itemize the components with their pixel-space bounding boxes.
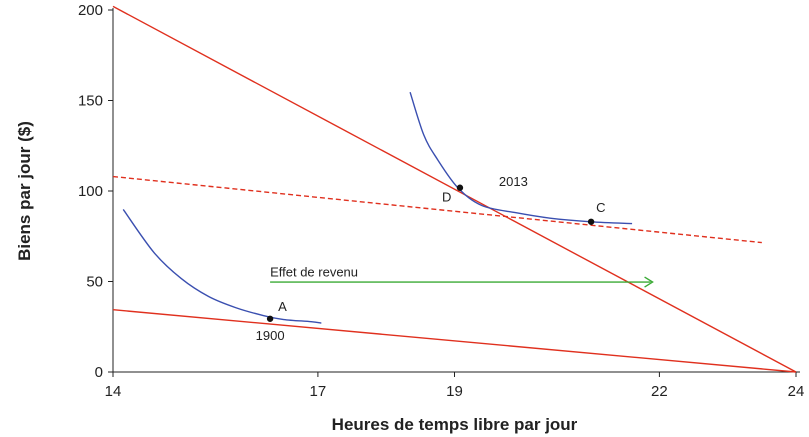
x-tick-label: 14 <box>105 383 122 400</box>
budget-line-3 <box>112 175 762 244</box>
budget-line-1 <box>112 309 797 373</box>
y-tick-label: 0 <box>95 364 103 381</box>
point-d <box>456 184 464 191</box>
point-label-c: C <box>596 200 605 215</box>
point-label-d: D <box>442 190 451 205</box>
y-tick-label: 150 <box>78 93 103 110</box>
income-effect-arrow <box>270 276 654 288</box>
annotation-3: Effet de revenu <box>270 264 358 279</box>
y-tick-label: 200 <box>78 2 103 19</box>
budget-lines <box>112 5 797 373</box>
x-tick-label: 17 <box>310 383 327 400</box>
indifference-curves <box>122 91 633 324</box>
point-label-a: A <box>278 299 287 314</box>
x-tick-label: 19 <box>446 383 463 400</box>
indifference-curve-1 <box>122 209 322 324</box>
annotation-2: 2013 <box>499 174 528 189</box>
point-a <box>266 315 274 322</box>
y-tick-label: 100 <box>78 183 103 200</box>
x-axis-title: Heures de temps libre par jour <box>332 415 578 434</box>
budget-line-2 <box>112 5 797 373</box>
y-axis-title: Biens par jour ($) <box>15 121 34 261</box>
labels: A D C 1900 2013 Effet de revenu <box>256 174 606 343</box>
y-tick-label: 50 <box>86 274 103 291</box>
arrow-head <box>644 276 654 288</box>
points <box>266 184 595 322</box>
annotation-1: 1900 <box>256 328 285 343</box>
point-c <box>587 218 595 225</box>
x-tick-label: 24 <box>788 383 805 400</box>
x-tick-label: 22 <box>651 383 668 400</box>
axes: 0 50 100 150 200 14 17 19 22 24 Heures de temps li… <box>15 2 804 434</box>
indifference-curve-2 <box>409 91 633 225</box>
